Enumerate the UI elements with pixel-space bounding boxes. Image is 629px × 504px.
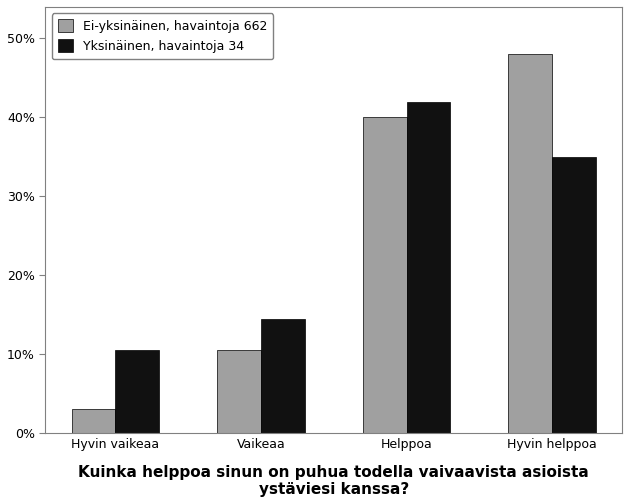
Bar [217, 350, 261, 433]
Bar [72, 409, 115, 433]
Bar [406, 102, 450, 433]
Bar [508, 54, 552, 433]
Bar [552, 157, 596, 433]
Bar [115, 350, 159, 433]
Bar [261, 319, 304, 433]
Legend: Ei-yksinäinen, havaintoja 662, Yksinäinen, havaintoja 34: Ei-yksinäinen, havaintoja 662, Yksinäine… [52, 13, 274, 59]
Bar [363, 117, 406, 433]
X-axis label: Kuinka helppoa sinun on puhua todella vaivaavista asioista
ystäviesi kanssa?: Kuinka helppoa sinun on puhua todella va… [79, 465, 589, 497]
